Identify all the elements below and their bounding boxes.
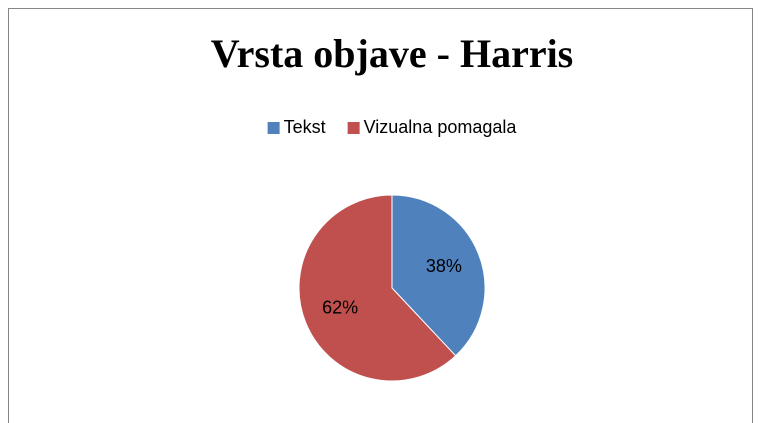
legend-label: Tekst <box>284 117 326 137</box>
legend-label: Vizualna pomagala <box>364 117 518 137</box>
legend-swatch <box>267 122 280 134</box>
legend-swatch <box>347 122 360 134</box>
data-label: 62% <box>322 297 358 317</box>
data-label: 38% <box>426 256 462 276</box>
chart-title: Vrsta objave - Harris <box>211 31 574 76</box>
pie-slice <box>391 194 486 357</box>
pie-slice <box>298 194 457 382</box>
